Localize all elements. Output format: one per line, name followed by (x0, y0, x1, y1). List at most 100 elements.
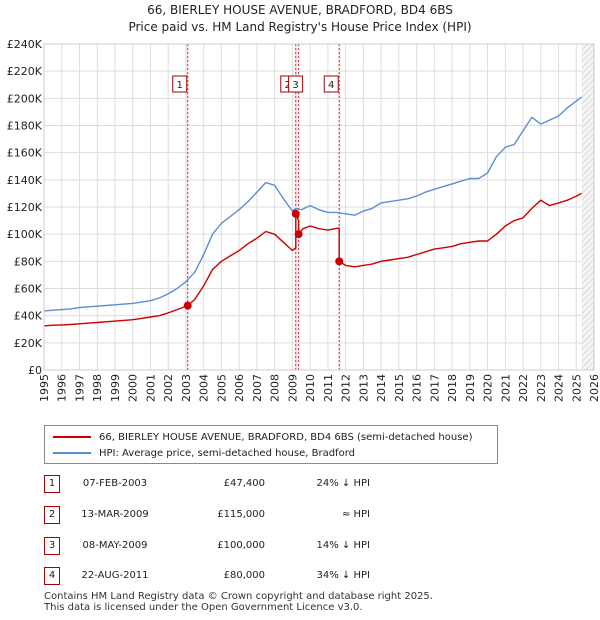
transaction-price: £47,400 (223, 478, 265, 489)
transaction-hpi-relation: 24% ↓ HPI (316, 478, 370, 489)
transaction-row: 4 22-AUG-2011 £80,000 34% ↓ HPI (0, 567, 600, 587)
transaction-hpi-relation: 14% ↓ HPI (316, 540, 370, 551)
footer-licence: This data is licensed under the Open Gov… (44, 602, 363, 613)
transaction-row: 2 13-MAR-2009 £115,000 ≈ HPI (0, 506, 600, 526)
transaction-number: 2 (44, 506, 60, 524)
y-tick-label: £160K (7, 147, 43, 160)
hatch-line (581, 325, 594, 339)
legend-property-swatch (53, 436, 91, 438)
x-tick-label: 1995 (38, 374, 51, 402)
x-tick-label: 2024 (553, 374, 566, 402)
hatch-line (582, 20, 594, 32)
transaction-date: 13-MAR-2009 (81, 509, 149, 520)
y-tick-label: £180K (7, 120, 43, 133)
chart-title-line1: 66, BIERLEY HOUSE AVENUE, BRADFORD, BD4 … (147, 3, 453, 17)
x-tick-label: 1997 (73, 374, 86, 402)
hatch-line (581, 337, 594, 351)
y-tick-label: £120K (7, 201, 43, 214)
hatch-line (581, 91, 594, 105)
hatch-line (581, 277, 594, 291)
hatch-line (582, 0, 594, 2)
x-tick-label: 2013 (357, 374, 370, 402)
hatch-line (581, 229, 594, 243)
hatch-line (581, 355, 594, 369)
hatch-line (581, 289, 594, 303)
x-tick-label: 2006 (233, 374, 246, 402)
axes: £0 £20K £40K £60K £80K £100K £120K £140K £160K £1… (7, 38, 600, 402)
hatch-line (581, 55, 594, 69)
hatch-line (581, 217, 594, 231)
x-tick-label: 1996 (56, 374, 69, 402)
hatch-line (581, 265, 594, 279)
hatch-line (581, 253, 594, 267)
legend-property: 66, BIERLEY HOUSE AVENUE, BRADFORD, BD4 … (53, 430, 473, 444)
x-tick-label: 2023 (535, 374, 548, 402)
x-tick-label: 2004 (198, 374, 211, 402)
x-tick-label: 2007 (251, 374, 264, 402)
legend-hpi-label: HPI: Average price, semi-detached house,… (99, 447, 355, 459)
hatch-line (581, 49, 594, 63)
transaction-date: 07-FEB-2003 (82, 478, 148, 489)
transaction-hpi-relation: 34% ↓ HPI (316, 570, 370, 581)
hatch-line (581, 199, 594, 213)
sale-point (291, 209, 300, 218)
sale-marker-box (172, 75, 188, 93)
hatch-line (581, 145, 594, 159)
x-tick-label: 1998 (91, 374, 104, 402)
sale-band (297, 44, 300, 370)
x-tick-label: 2025 (570, 374, 583, 402)
transaction-number: 3 (44, 537, 60, 555)
transaction-number: 4 (44, 567, 60, 585)
y-tick-label: £20K (14, 337, 43, 350)
x-tick-label: 2005 (215, 374, 228, 402)
hatch-line (581, 103, 594, 117)
x-tick-label: 2019 (464, 374, 477, 402)
x-tick-label: 2026 (588, 374, 600, 402)
y-tick-label: £80K (14, 255, 43, 268)
property-price-line (43, 192, 582, 327)
transaction-price: £100,000 (217, 540, 265, 551)
x-tick-label: 2016 (411, 374, 424, 402)
y-tick-label: £100K (7, 228, 43, 241)
y-tick-label: £140K (7, 174, 43, 187)
transaction-number: 1 (44, 475, 60, 493)
hatch-line (585, 361, 594, 370)
x-tick-label: 2021 (499, 374, 512, 402)
sale-marker-label: 2 (285, 80, 291, 91)
transaction-price: £115,000 (217, 509, 265, 520)
hatch-line (581, 247, 594, 261)
hatch-line (581, 121, 594, 135)
y-tick-label: £240K (7, 38, 43, 51)
hatch-line (581, 151, 594, 165)
hatch-line (581, 307, 594, 321)
hatch-line (581, 241, 594, 255)
series (43, 96, 583, 327)
y-tick-label: £0 (28, 364, 42, 377)
hatch-line (581, 349, 594, 363)
hatch-line (582, 14, 594, 26)
chart-title: 66, BIERLEY HOUSE AVENUE, BRADFORD, BD4 … (0, 2, 600, 36)
x-tick-label: 2000 (127, 374, 140, 402)
hatch-line (581, 319, 594, 333)
hatch-line (582, 0, 594, 8)
future-region (581, 44, 594, 370)
hpi-line (43, 96, 583, 312)
sale-point (294, 230, 303, 239)
x-tick-label: 2012 (340, 374, 353, 402)
legend-property-label: 66, BIERLEY HOUSE AVENUE, BRADFORD, BD4 … (99, 431, 473, 443)
hatch-line (581, 127, 594, 141)
x-tick-label: 2003 (180, 374, 193, 402)
hatch-line (581, 97, 594, 111)
sale-band (186, 44, 189, 370)
transaction-price: £80,000 (223, 570, 265, 581)
hatch-line (581, 73, 594, 87)
sale-band (294, 44, 297, 370)
hatch-line (582, 8, 594, 20)
transaction-row: 3 08-MAY-2009 £100,000 14% ↓ HPI (0, 537, 600, 557)
x-tick-label: 2015 (393, 374, 406, 402)
future-hatch (581, 0, 594, 370)
x-tick-label: 2011 (322, 374, 335, 402)
hatch-line (581, 44, 594, 57)
hatch-line (581, 295, 594, 309)
